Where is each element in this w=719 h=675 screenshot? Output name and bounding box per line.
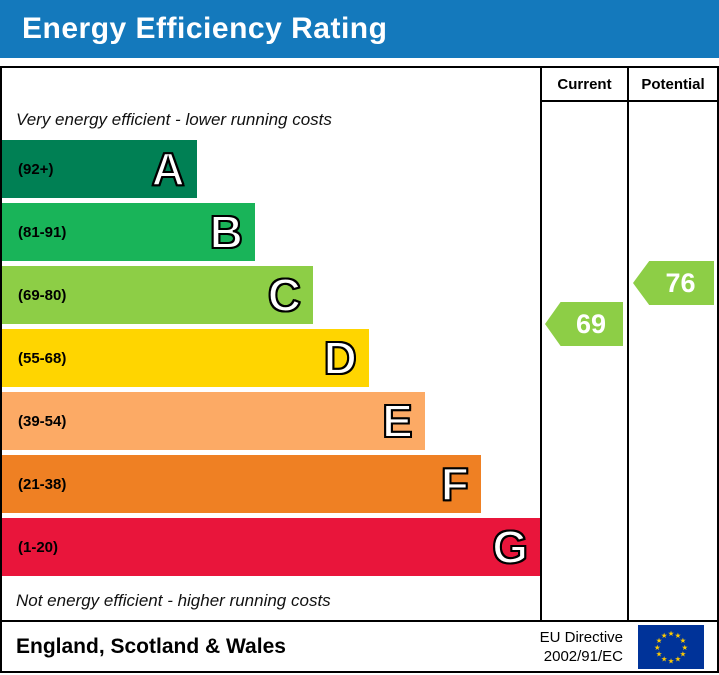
footer: England, Scotland & Wales EU Directive 2…	[2, 620, 717, 671]
svg-text:★: ★	[675, 630, 682, 639]
region-title: England, Scotland & Wales	[16, 634, 286, 658]
svg-text:★: ★	[675, 654, 682, 663]
band-bar-e: (39-54) E	[2, 392, 425, 450]
band-row-a: (92+) A	[2, 140, 540, 198]
eu-flag-icon: ★ ★ ★ ★ ★ ★ ★ ★ ★ ★ ★ ★	[638, 624, 704, 669]
potential-rating-pointer: 76	[633, 261, 714, 305]
band-bar-c: (69-80) C	[2, 266, 313, 324]
current-column-header: Current	[542, 68, 627, 102]
band-row-e: (39-54) E	[2, 392, 540, 450]
band-range-label: (39-54)	[18, 412, 67, 430]
current-column: Current 69	[540, 68, 627, 620]
band-row-g: (1-20) G	[2, 518, 540, 576]
eu-directive-text: EU Directive 2002/91/EC	[540, 628, 623, 666]
svg-text:★: ★	[656, 649, 663, 658]
bottom-note: Not energy efficient - higher running co…	[16, 591, 331, 610]
svg-text:★: ★	[680, 649, 687, 658]
band-bar-g: (1-20) G	[2, 518, 540, 576]
band-letter: A	[151, 143, 186, 195]
potential-column-header: Potential	[629, 68, 717, 102]
eu-directive-line2: 2002/91/EC	[543, 647, 623, 665]
banner: Energy Efficiency Rating	[0, 0, 719, 58]
band-letter: B	[209, 206, 244, 258]
band-column: Very energy efficient - lower running co…	[2, 68, 540, 620]
band-row-f: (21-38) F	[2, 455, 540, 513]
svg-text:★: ★	[668, 629, 675, 638]
band-bar-b: (81-91) B	[2, 203, 255, 261]
band-row-c: (69-80) C	[2, 266, 540, 324]
current-rating-pointer: 69	[545, 302, 623, 346]
current-column-body: 69	[542, 102, 627, 620]
potential-column: Potential 76	[627, 68, 717, 620]
band-row-d: (55-68) D	[2, 329, 540, 387]
band-range-label: (21-38)	[18, 475, 67, 493]
top-note: Very energy efficient - lower running co…	[16, 110, 332, 129]
svg-text:★: ★	[681, 642, 688, 651]
band-range-label: (55-68)	[18, 349, 67, 367]
band-letter: F	[440, 458, 470, 510]
band-row-b: (81-91) B	[2, 203, 540, 261]
eu-directive-line1: EU Directive	[539, 628, 623, 646]
svg-text:★: ★	[661, 654, 668, 663]
band-bar-d: (55-68) D	[2, 329, 369, 387]
svg-text:★: ★	[680, 635, 687, 644]
svg-text:★: ★	[654, 642, 661, 651]
band-range-label: (69-80)	[18, 286, 67, 304]
band-letter: E	[381, 395, 414, 447]
potential-column-body: 76	[629, 102, 717, 620]
band-range-label: (1-20)	[18, 538, 59, 556]
band-bar-a: (92+) A	[2, 140, 197, 198]
band-range-label: (92+)	[18, 160, 54, 178]
band-letter: C	[267, 269, 302, 321]
svg-text:★: ★	[656, 635, 663, 644]
svg-text:★: ★	[668, 656, 675, 665]
band-range-label: (81-91)	[18, 223, 67, 241]
page-title: Energy Efficiency Rating	[22, 12, 388, 45]
rating-chart-box: Very energy efficient - lower running co…	[0, 66, 719, 673]
svg-text:★: ★	[661, 630, 668, 639]
band-letter: D	[323, 332, 358, 384]
band-letter: G	[491, 521, 529, 573]
band-bar-f: (21-38) F	[2, 455, 481, 513]
rating-chart: Very energy efficient - lower running co…	[2, 68, 717, 620]
